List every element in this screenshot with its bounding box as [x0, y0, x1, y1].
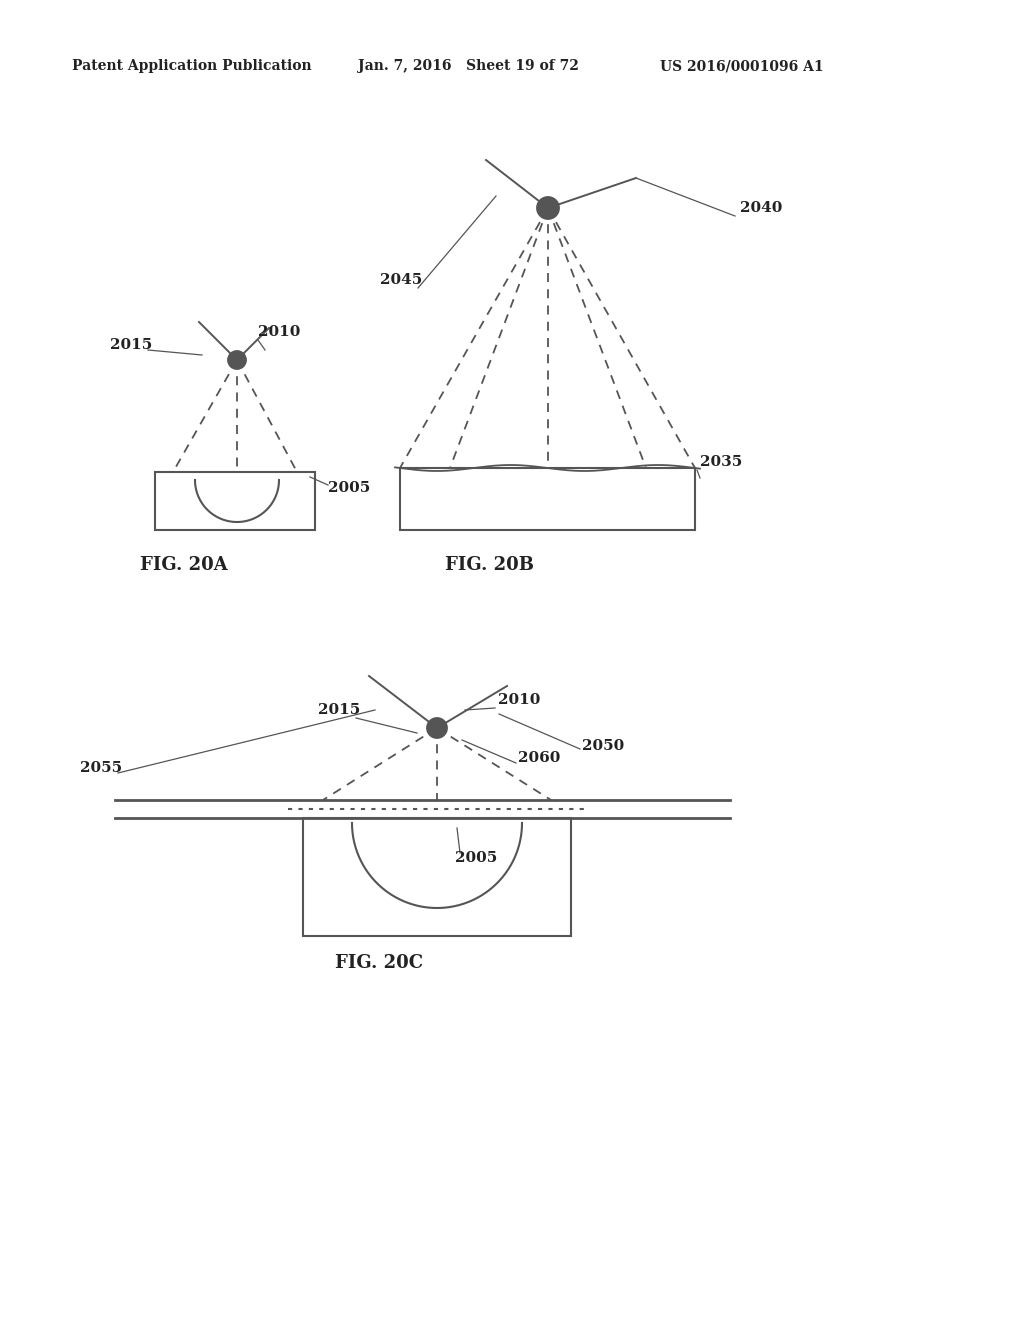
Text: 2015: 2015	[110, 338, 153, 352]
Text: 2040: 2040	[740, 201, 782, 215]
Text: 2015: 2015	[318, 704, 360, 717]
Text: 2035: 2035	[700, 455, 742, 469]
Text: 2010: 2010	[498, 693, 541, 708]
Text: 2050: 2050	[582, 739, 625, 752]
Text: FIG. 20B: FIG. 20B	[445, 556, 534, 574]
Text: Jan. 7, 2016   Sheet 19 of 72: Jan. 7, 2016 Sheet 19 of 72	[358, 59, 579, 73]
Text: 2060: 2060	[518, 751, 560, 766]
Text: 2005: 2005	[455, 851, 498, 865]
Text: Patent Application Publication: Patent Application Publication	[72, 59, 311, 73]
Circle shape	[228, 351, 246, 370]
Text: 2055: 2055	[80, 762, 122, 775]
Text: 2010: 2010	[258, 325, 300, 339]
Text: 2005: 2005	[328, 480, 371, 495]
Bar	[400, 469, 695, 531]
Bar	[303, 818, 571, 936]
Bar	[155, 473, 315, 531]
Text: FIG. 20A: FIG. 20A	[140, 556, 227, 574]
Text: US 2016/0001096 A1: US 2016/0001096 A1	[660, 59, 823, 73]
Text: 2045: 2045	[380, 273, 422, 286]
Circle shape	[537, 197, 559, 219]
Text: FIG. 20C: FIG. 20C	[335, 954, 423, 972]
Circle shape	[427, 718, 447, 738]
